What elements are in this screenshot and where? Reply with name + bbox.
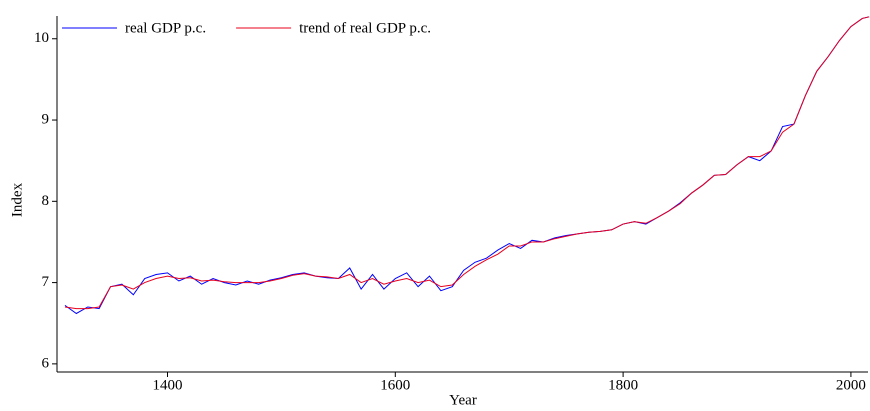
x-axis-label: Year (449, 392, 477, 408)
x-tick-label: 1400 (152, 377, 182, 393)
line-series (64, 16, 870, 315)
x-tick-label: 2000 (836, 377, 866, 393)
legend-label: real GDP p.c. (125, 20, 206, 36)
legend-label: trend of real GDP p.c. (299, 20, 431, 36)
x-tick-label: 1600 (380, 377, 410, 393)
y-tick-label: 10 (34, 30, 49, 46)
line-series (64, 16, 870, 310)
y-tick-label: 8 (42, 193, 50, 209)
y-tick-label: 6 (42, 355, 50, 371)
y-axis-label: Index (9, 182, 25, 217)
y-tick-label: 9 (42, 111, 50, 127)
x-tick-label: 1800 (608, 377, 638, 393)
y-tick-label: 7 (42, 274, 50, 290)
